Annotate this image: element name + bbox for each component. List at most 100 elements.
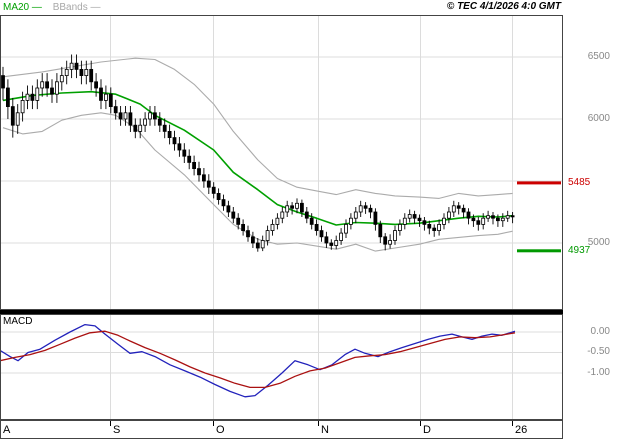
- candle: [255, 238, 260, 252]
- overlay-bb-lower: [2, 112, 513, 252]
- candle: [422, 217, 427, 231]
- candle: [432, 224, 437, 237]
- candle: [461, 204, 466, 219]
- candle: [314, 219, 319, 236]
- level-resistance: [517, 181, 561, 185]
- macd-line-macd: [0, 323, 516, 398]
- candle: [69, 54, 74, 79]
- candle: [383, 233, 388, 251]
- x-axis-label-august: A: [3, 424, 11, 436]
- x-axis-label-26: 26: [515, 424, 528, 436]
- candle: [246, 225, 250, 242]
- candle: [500, 213, 505, 227]
- candle: [167, 124, 172, 145]
- macd-axis-label-0: 0.00: [590, 326, 610, 337]
- candle: [221, 194, 226, 211]
- candle: [201, 168, 206, 188]
- candle: [211, 182, 216, 199]
- candle: [285, 200, 290, 217]
- candle: [412, 210, 417, 224]
- level-markers: [517, 181, 561, 253]
- candle: [495, 214, 500, 227]
- candle: [133, 118, 138, 139]
- level-support: [517, 249, 561, 253]
- candle: [505, 210, 510, 222]
- macd-line-signal: [0, 330, 516, 389]
- candle: [280, 207, 285, 224]
- candle: [486, 210, 491, 222]
- candle: [353, 207, 358, 224]
- candle: [324, 231, 329, 248]
- candles: [1, 54, 515, 252]
- candle: [15, 104, 20, 134]
- candle: [334, 235, 339, 250]
- macd-series: [0, 323, 516, 398]
- candle: [25, 85, 30, 110]
- candle: [295, 198, 299, 214]
- legend-item-bbands: BBands —: [53, 2, 101, 13]
- candle: [55, 73, 59, 103]
- candle: [329, 239, 334, 250]
- panel-separator: [0, 310, 563, 314]
- macd-axis-label-neg100: -1.00: [587, 367, 610, 378]
- candle: [491, 212, 495, 225]
- candle: [476, 217, 481, 231]
- legend-ma20-swatch: —: [29, 2, 42, 13]
- candle: [206, 174, 211, 194]
- candle: [84, 60, 89, 85]
- candle: [437, 219, 442, 236]
- chart-legend: MA20 — BBands —: [3, 2, 101, 13]
- candle: [143, 112, 148, 132]
- candle: [35, 79, 40, 110]
- candle: [304, 207, 309, 224]
- candle: [481, 213, 486, 230]
- candle: [128, 106, 133, 132]
- price-axis-label-6000: 6000: [587, 113, 610, 124]
- candle: [89, 60, 94, 91]
- candle: [59, 66, 64, 91]
- candle: [162, 118, 167, 139]
- candle: [471, 214, 476, 227]
- candle: [393, 225, 397, 245]
- candle: [388, 234, 393, 249]
- candle: [157, 112, 162, 132]
- candle: [402, 213, 407, 230]
- candle: [250, 231, 255, 248]
- candle: [265, 225, 270, 246]
- candle: [427, 220, 432, 235]
- candle: [6, 79, 10, 119]
- support-level-label: 4937: [568, 245, 591, 256]
- overlay-bb-upper: [2, 57, 513, 199]
- panel-borders: [0, 15, 563, 439]
- candle: [99, 79, 103, 110]
- candle: [319, 225, 324, 242]
- candle: [182, 143, 187, 163]
- candle: [64, 60, 69, 85]
- candle: [123, 106, 128, 126]
- candle: [466, 208, 471, 225]
- macd-panel-title: MACD: [3, 316, 33, 327]
- candle: [442, 213, 446, 230]
- candle: [197, 161, 201, 182]
- legend-ma20-label: MA20: [3, 2, 30, 13]
- candle: [94, 73, 98, 97]
- candle: [290, 202, 295, 215]
- candle: [236, 213, 241, 230]
- candle: [187, 149, 192, 170]
- candle: [177, 137, 182, 157]
- candle: [348, 213, 353, 230]
- candle: [79, 60, 84, 85]
- candle: [407, 209, 412, 223]
- candle: [299, 199, 304, 217]
- candle: [226, 200, 231, 217]
- candle: [275, 213, 280, 230]
- x-axis-label-december: D: [423, 424, 431, 436]
- candle: [104, 85, 108, 110]
- resistance-level-label: 5485: [568, 177, 591, 188]
- candle: [417, 214, 422, 227]
- candle: [148, 106, 152, 126]
- candle: [152, 106, 157, 126]
- candle: [270, 219, 275, 236]
